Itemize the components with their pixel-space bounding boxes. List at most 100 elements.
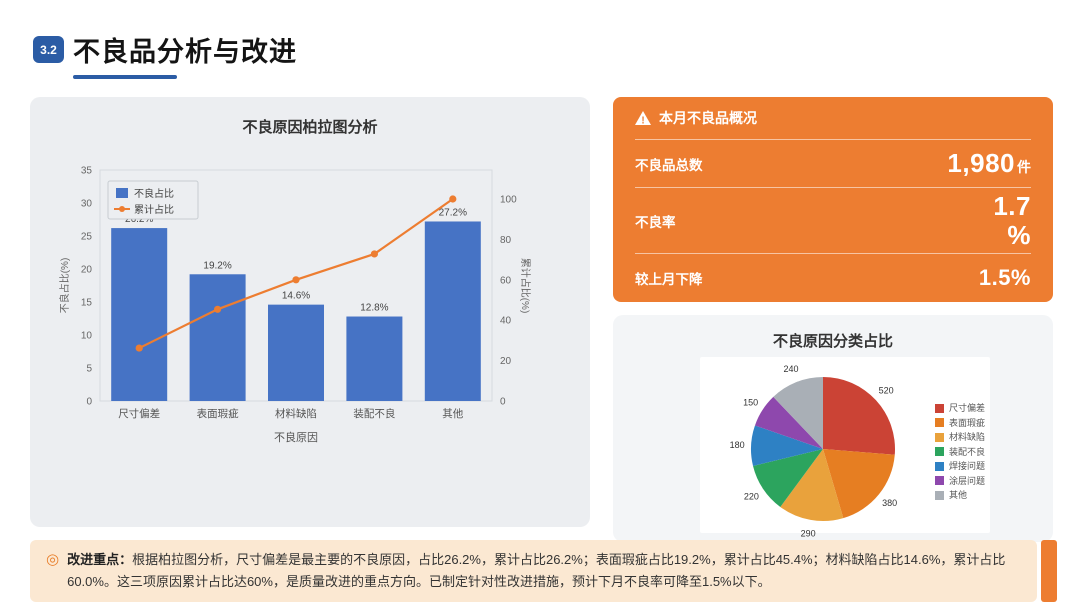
svg-text:累计占比: 累计占比 [134, 203, 174, 216]
page-title: 不良品分析与改进 [73, 37, 297, 67]
legend-item: 焊接问题 [935, 461, 985, 471]
stat-value: 1.5% [978, 265, 1031, 290]
svg-text:20: 20 [500, 356, 512, 367]
svg-text:10: 10 [81, 331, 93, 342]
y-right-axis-title: 累计占比(%) [519, 258, 532, 314]
summary-body: 根据柏拉图分析，尺寸偏差是最主要的不良原因，占比26.2%，累计占比26.2%；… [67, 552, 1006, 589]
legend-item: 其他 [935, 490, 985, 500]
legend-swatch [935, 476, 944, 485]
category-label: 尺寸偏差 [118, 407, 160, 420]
summary-banner: ◎ 改进重点：根据柏拉图分析，尺寸偏差是最主要的不良原因，占比26.2%，累计占… [30, 540, 1037, 602]
legend-label: 焊接问题 [949, 461, 986, 471]
svg-text:60: 60 [500, 275, 512, 286]
line-marker [449, 195, 457, 203]
bar-value-label: 19.2% [203, 260, 231, 271]
stat-row-total: 不良品总数 1,980 件 [635, 139, 1031, 187]
pareto-bar [346, 316, 403, 401]
pareto-chart-title: 不良原因柏拉图分析 [242, 119, 378, 136]
stat-value: 1,980 件 [947, 148, 1031, 178]
pie-slice [780, 449, 844, 521]
pie-value-label: 150 [743, 398, 758, 408]
line-marker [135, 344, 143, 352]
bar-value-label: 27.2% [439, 207, 467, 218]
bar-value-label: 14.6% [282, 291, 310, 302]
line-marker [292, 276, 300, 284]
pie-value-label: 520 [879, 386, 894, 396]
title-underline [73, 75, 177, 79]
legend-label: 涂层问题 [949, 475, 986, 486]
pie-value-label: 240 [783, 364, 798, 374]
svg-text:15: 15 [81, 298, 93, 309]
pie-legend: 尺寸偏差表面瑕疵材料缺陷装配不良焊接问题涂层问题其他 [935, 403, 985, 500]
pie-value-label: 180 [730, 440, 745, 450]
pie-slice [823, 377, 895, 455]
pie-chart-title: 不良原因分类占比 [772, 333, 893, 350]
pie-value-label: 220 [744, 492, 759, 502]
svg-text:25: 25 [81, 232, 93, 243]
legend-swatch [935, 418, 944, 427]
overview-card: ! 本月不良品概况 不良品总数 1,980 件 不良率 1.7 % 较上月下降 … [613, 97, 1053, 302]
legend-swatch [935, 447, 944, 456]
legend-item: 表面瑕疵 [935, 418, 985, 428]
pie-slice [823, 449, 895, 519]
pareto-bar [424, 221, 481, 401]
line-marker [370, 250, 378, 258]
svg-text:不良占比: 不良占比 [134, 187, 174, 200]
legend-label: 表面瑕疵 [949, 417, 986, 428]
pie-slice [753, 449, 823, 507]
legend-label: 装配不良 [949, 446, 986, 457]
summary-lead: 改进重点： [67, 552, 133, 567]
stat-row-improvement: 较上月下降 1.5% [635, 253, 1031, 302]
y-left-axis-title: 不良占比(%) [58, 258, 71, 314]
legend-swatch [935, 432, 944, 442]
warning-triangle-icon: ! [635, 111, 651, 125]
stat-label: 较上月下降 [635, 272, 703, 287]
pie-slice [754, 396, 823, 449]
pareto-card: 不良原因柏拉图分析 0 5 10 15 20 25 30 35 0 20 40 60 80 100 26.2… [30, 97, 590, 527]
pareto-bar [189, 274, 246, 401]
header-top: 3.2 不良品分析与改进 [33, 30, 297, 69]
stat-label: 不良品总数 [635, 157, 703, 173]
stat-label: 不良率 [635, 214, 676, 230]
bar-value-label: 12.8% [360, 303, 388, 314]
overview-title: 本月不良品概况 [659, 110, 757, 126]
svg-text:40: 40 [500, 316, 512, 327]
legend-item: 装配不良 [935, 447, 985, 457]
target-circle-icon: ◎ [46, 551, 60, 568]
legend-swatch [935, 490, 944, 500]
x-axis-title: 不良原因 [274, 430, 318, 444]
category-label: 表面瑕疵 [197, 407, 239, 420]
pie-card: 不良原因分类占比 520 380 290 220 180 150 240 尺寸偏差表面瑕疵材… [613, 315, 1053, 542]
section-badge: 3.2 [33, 36, 64, 63]
pareto-bar [111, 228, 168, 401]
category-label: 装配不良 [353, 407, 395, 420]
legend-swatch [935, 461, 944, 471]
svg-text:0: 0 [500, 397, 506, 408]
pie-slice [773, 377, 823, 449]
pareto-chart: 0 5 10 15 20 25 30 35 0 20 40 60 80 100 26.2% 尺寸偏差 19.2%… [58, 166, 532, 445]
line-marker [214, 305, 222, 313]
svg-text:20: 20 [81, 265, 93, 276]
stat-row-defect-rate: 不良率 1.7 % [635, 187, 1031, 253]
svg-text:!: ! [641, 116, 644, 126]
pareto-bar [268, 304, 324, 401]
legend-label: 材料缺陷 [949, 432, 986, 442]
pie-slice [751, 425, 823, 466]
legend-item: 涂层问题 [935, 476, 985, 486]
pie-value-label: 290 [801, 529, 816, 539]
summary-text: 改进重点：根据柏拉图分析，尺寸偏差是最主要的不良原因，占比26.2%，累计占比2… [67, 549, 1025, 602]
page-header: 3.2 不良品分析与改进 [33, 30, 297, 79]
pie-value-label: 380 [882, 498, 897, 508]
svg-text:80: 80 [500, 235, 512, 246]
svg-text:5: 5 [86, 364, 92, 375]
legend-swatch [935, 403, 944, 413]
legend-label: 尺寸偏差 [949, 403, 986, 413]
overview-header: ! 本月不良品概况 [635, 97, 1031, 139]
category-label: 材料缺陷 [275, 407, 317, 420]
legend-label: 其他 [949, 490, 968, 500]
svg-text:35: 35 [81, 166, 93, 177]
svg-text:100: 100 [500, 195, 517, 206]
bar-value-label: 26.2% [125, 214, 153, 225]
category-label: 其他 [442, 407, 463, 420]
